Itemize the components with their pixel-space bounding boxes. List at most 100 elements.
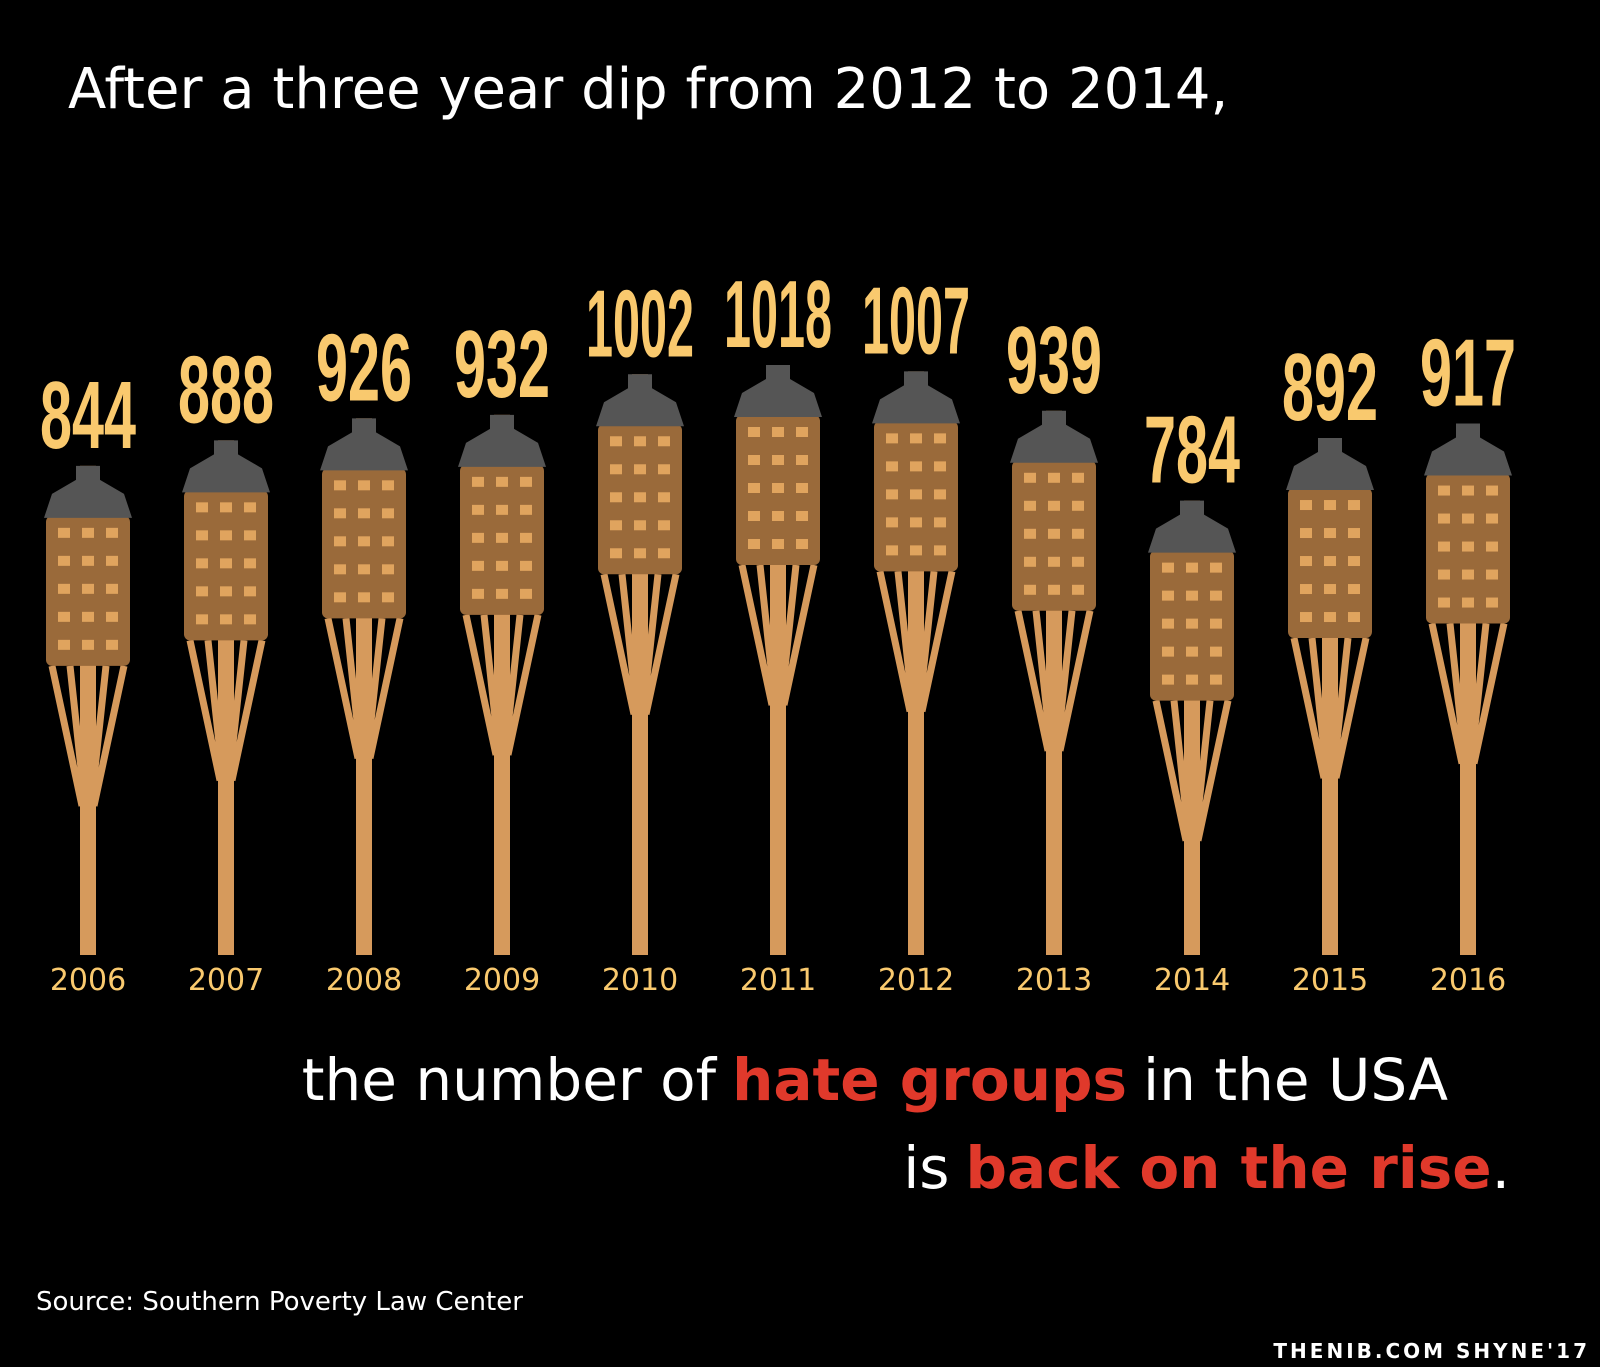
torch-weave bbox=[796, 539, 808, 549]
torch-weave bbox=[1072, 584, 1084, 595]
torch-weave bbox=[658, 520, 670, 531]
torch-weave bbox=[82, 527, 94, 538]
caption-highlight: back on the rise bbox=[966, 1134, 1492, 1202]
torch-weave bbox=[658, 436, 670, 447]
torch-weave bbox=[1300, 528, 1312, 539]
caption-text: . bbox=[1492, 1134, 1510, 1202]
torch-weave bbox=[1300, 500, 1312, 511]
x-tick-label: 2014 bbox=[1154, 963, 1230, 998]
torch-weave bbox=[58, 639, 70, 650]
torch-weave bbox=[886, 517, 898, 528]
source: Source: Southern Poverty Law Center bbox=[36, 1287, 523, 1317]
torch-weave bbox=[382, 480, 394, 491]
caption-line: is back on the rise. bbox=[903, 1134, 1510, 1202]
torch-weave bbox=[910, 489, 922, 500]
torch-weave bbox=[472, 560, 484, 571]
torch-weave bbox=[1300, 556, 1312, 567]
torch-weave bbox=[934, 433, 946, 444]
torch-legs bbox=[324, 617, 404, 760]
torch-legs bbox=[1428, 622, 1508, 765]
torch-weave bbox=[382, 564, 394, 575]
torch-weave bbox=[1210, 590, 1222, 601]
torch-weave bbox=[748, 539, 760, 549]
torch-weave bbox=[796, 483, 808, 493]
torch-legs bbox=[48, 665, 128, 807]
torch-weave bbox=[358, 536, 370, 547]
torch-weave bbox=[772, 483, 784, 493]
torch-weave bbox=[1438, 597, 1450, 608]
chart-title: After a three year dip from 2012 to 2014… bbox=[68, 57, 1228, 122]
torch-weave bbox=[358, 480, 370, 491]
value-label: 892 bbox=[1282, 334, 1378, 441]
torch-legs bbox=[1152, 699, 1232, 842]
torch-weave bbox=[1024, 472, 1036, 483]
torch-weave bbox=[1348, 556, 1360, 567]
torch-weave bbox=[382, 536, 394, 547]
x-tick-label: 2010 bbox=[602, 963, 678, 998]
torch-legs bbox=[462, 614, 542, 756]
torch-weave bbox=[1048, 472, 1060, 483]
torch-weave bbox=[382, 592, 394, 603]
torch-weave bbox=[106, 583, 118, 594]
torch-weave bbox=[934, 545, 946, 556]
torch-weave bbox=[358, 508, 370, 519]
torch-weave bbox=[1462, 513, 1474, 524]
torch-weave bbox=[106, 639, 118, 650]
torch-legs bbox=[1014, 610, 1094, 752]
torch-cap bbox=[872, 371, 960, 424]
torch-weave bbox=[334, 508, 346, 519]
torch-weave bbox=[196, 614, 208, 625]
torch-weave bbox=[1048, 500, 1060, 511]
x-tick-label: 2008 bbox=[326, 963, 402, 998]
credit: THENIB.COM SHYNE'17 bbox=[1273, 1339, 1590, 1363]
torch-weave bbox=[610, 436, 622, 447]
torch-weave bbox=[1348, 500, 1360, 511]
torch-weave bbox=[244, 530, 256, 541]
torch-weave bbox=[796, 455, 808, 465]
torch-weave bbox=[910, 433, 922, 444]
torch-weave bbox=[1462, 597, 1474, 608]
caption-text: is bbox=[903, 1134, 949, 1202]
torch-weave bbox=[1024, 500, 1036, 511]
torch-legs bbox=[600, 573, 680, 716]
torch-weave bbox=[634, 492, 646, 503]
torch-weave bbox=[220, 502, 232, 513]
value-label: 932 bbox=[454, 311, 550, 418]
torch-weave bbox=[106, 527, 118, 538]
torch-weave bbox=[658, 464, 670, 475]
torch-weave bbox=[1210, 646, 1222, 657]
torch-weave bbox=[910, 517, 922, 528]
torch-weave bbox=[1348, 528, 1360, 539]
torch-weave bbox=[496, 532, 508, 543]
torch-weave bbox=[634, 520, 646, 531]
caption-text: the number of bbox=[302, 1046, 718, 1114]
torch-weave bbox=[496, 504, 508, 515]
torch-weave bbox=[1462, 569, 1474, 580]
torch-weave bbox=[244, 502, 256, 513]
torch-weave bbox=[1024, 528, 1036, 539]
torch-weave bbox=[610, 548, 622, 559]
torch-weave bbox=[334, 480, 346, 491]
torch-weave bbox=[886, 433, 898, 444]
torch-weave bbox=[1438, 569, 1450, 580]
torch-weave bbox=[496, 476, 508, 487]
torch-cap bbox=[1286, 438, 1374, 491]
torch-weave bbox=[1486, 597, 1498, 608]
torch-weave bbox=[1438, 513, 1450, 524]
value-label: 939 bbox=[1006, 307, 1102, 414]
torch-weave bbox=[658, 548, 670, 559]
x-tick-label: 2009 bbox=[464, 963, 540, 998]
torch-weave bbox=[220, 614, 232, 625]
torch-weave bbox=[58, 583, 70, 594]
torch-weave bbox=[1186, 590, 1198, 601]
torch-weave bbox=[196, 502, 208, 513]
caption-text: in the USA bbox=[1143, 1046, 1448, 1114]
torch-weave bbox=[610, 492, 622, 503]
value-label: 888 bbox=[178, 336, 274, 443]
x-tick-label: 2012 bbox=[878, 963, 954, 998]
torch-weave bbox=[796, 511, 808, 521]
torch-weave bbox=[358, 592, 370, 603]
x-tick-label: 2007 bbox=[188, 963, 264, 998]
torch-weave bbox=[472, 476, 484, 487]
